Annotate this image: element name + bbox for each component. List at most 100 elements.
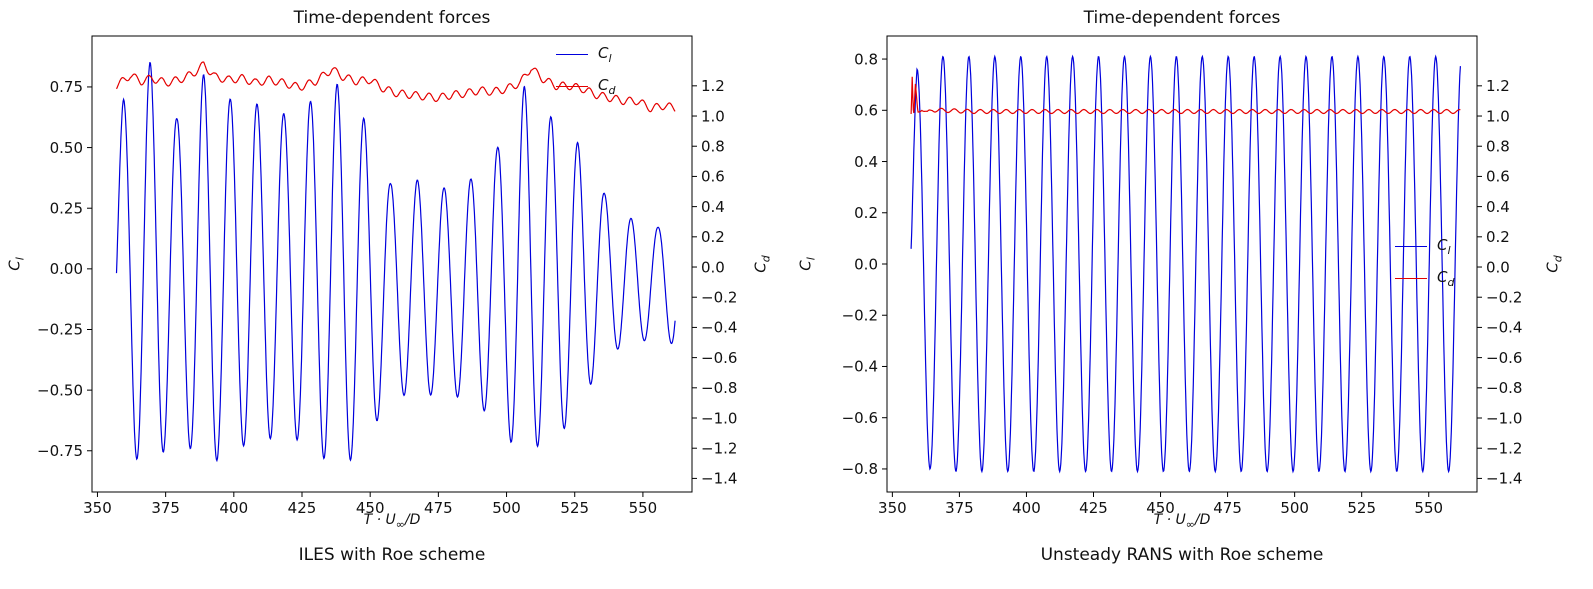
y-tick-label-right: −1.4 (701, 470, 737, 488)
series-cd (115, 61, 676, 113)
y-tick-label-right: 0.4 (701, 198, 725, 216)
y-tick-label-right: −0.2 (701, 288, 737, 306)
plot-area-rans: 350 375 400 425 450 475 500 525 550 −0.8 −0.6 −0.4 −… (842, 35, 1522, 517)
y-axis-label-left: Cl (797, 257, 818, 271)
y-tick-label-right: −1.2 (701, 439, 737, 457)
xlabel-pre: T · U (363, 512, 396, 528)
x-tick-label: 550 (629, 499, 658, 517)
axes-box (886, 35, 1478, 493)
y-tick-label-left: −0.6 (842, 409, 878, 427)
y-tick-label-left: 0.8 (854, 50, 878, 68)
y-tick-label-right: 0.8 (701, 137, 725, 155)
y-tick-label-right: −0.6 (701, 349, 737, 367)
x-tick-label: 475 (424, 499, 453, 517)
xlabel-sub: ∞ (1185, 517, 1195, 531)
x-tick-label: 350 (878, 499, 907, 517)
ylabel-sub: d (759, 255, 773, 263)
y-tick-label-right: −0.2 (1486, 288, 1522, 306)
y-tick-label-right: 0.0 (1486, 258, 1510, 276)
panel-caption: ILES with Roe scheme (298, 545, 486, 565)
xlabel-pre: T · U (1153, 512, 1186, 528)
y-tick-label-right: 0.6 (1486, 168, 1510, 186)
x-tick-label: 475 (1213, 499, 1242, 517)
y-tick-label-left: −0.8 (842, 460, 878, 478)
series-cd (910, 76, 1461, 115)
y-tick-label-left: −0.25 (37, 321, 83, 339)
legend: Cl Cd (1395, 236, 1454, 289)
x-tick-label: 375 (945, 499, 974, 517)
legend-entry-cl: Cl (1395, 236, 1454, 257)
y-tick-label-right: −0.8 (1486, 379, 1522, 397)
x-tick-label: 525 (1347, 499, 1376, 517)
ylabel-sub: l (804, 257, 818, 261)
xlabel-sub: ∞ (395, 517, 405, 531)
y-tick-label-right: 0.6 (701, 168, 725, 186)
y-tick-label-left: 0.00 (50, 260, 83, 278)
legend: Cl Cd (556, 44, 615, 97)
y-tick-label-left: −0.2 (842, 306, 878, 324)
x-tick-label: 450 (1146, 499, 1175, 517)
x-tick-label: 350 (83, 499, 112, 517)
y-tick-label-right: −1.0 (1486, 409, 1522, 427)
y-tick-label-right: 0.2 (1486, 228, 1510, 246)
y-tick-label-right: −1.2 (1486, 439, 1522, 457)
x-axis-label: T · U∞/D (92, 512, 692, 531)
y-tick-label-right: 0.8 (1486, 137, 1510, 155)
y-tick-label-right: −0.4 (701, 319, 737, 337)
legend-line-cl (556, 54, 588, 55)
y-tick-label-right: 1.0 (701, 107, 725, 125)
axes-box (91, 35, 693, 493)
plot-area-iles: 350 375 400 425 450 475 500 525 550 −0.75 −0.50 −0.… (37, 35, 737, 517)
y-tick-label-left: −0.50 (37, 381, 83, 399)
x-tick-label: 375 (151, 499, 180, 517)
series-cl (910, 54, 1461, 474)
ylabel-base: C (1543, 262, 1562, 273)
ylabel-base: C (5, 260, 24, 271)
plot-title: Time-dependent forces (293, 8, 491, 28)
legend-line-cl (1395, 246, 1427, 247)
y-tick-label-left: −0.4 (842, 358, 878, 376)
y-tick-label-right: −0.6 (1486, 349, 1522, 367)
xlabel-post: /D (404, 512, 421, 528)
legend-label-cd: Cd (598, 76, 616, 97)
x-tick-label: 450 (356, 499, 385, 517)
x-tick-label: 500 (492, 499, 521, 517)
legend-entry-cl: Cl (556, 44, 615, 65)
panel-iles: 350 375 400 425 450 475 500 525 550 −0.75 −0.50 −0.… (0, 0, 796, 589)
y-tick-label-left: 0.6 (854, 102, 878, 120)
y-tick-label-left: 0.75 (50, 78, 83, 96)
legend-line-cd (1395, 278, 1427, 279)
x-tick-label: 550 (1414, 499, 1443, 517)
y-tick-label-left: 0.50 (50, 139, 83, 157)
legend-label-cl: Cl (1437, 236, 1451, 257)
panel-caption: Unsteady RANS with Roe scheme (1040, 545, 1324, 565)
y-tick-label-left: −0.75 (37, 442, 83, 460)
series-cl (115, 61, 676, 463)
ylabel-sub: l (13, 257, 27, 261)
legend-entry-cd: Cd (556, 76, 615, 97)
xlabel-post: /D (1194, 512, 1211, 528)
ylabel-sub: d (1551, 255, 1565, 263)
x-tick-label: 500 (1280, 499, 1309, 517)
x-axis-label: T · U∞/D (887, 512, 1477, 531)
y-tick-label-right: −0.8 (701, 379, 737, 397)
legend-label-cl: Cl (598, 44, 612, 65)
y-tick-label-right: 1.0 (1486, 107, 1510, 125)
y-tick-label-left: 0.0 (854, 255, 878, 273)
x-tick-label: 400 (219, 499, 248, 517)
y-tick-label-left: 0.4 (854, 153, 878, 171)
y-tick-label-right: 0.4 (1486, 198, 1510, 216)
panel-rans: 350 375 400 425 450 475 500 525 550 −0.8 −0.6 −0.4 −… (797, 0, 1593, 589)
plot-title: Time-dependent forces (1083, 8, 1281, 28)
legend-line-cd (556, 86, 588, 87)
y-axis-label-right: Cd (752, 255, 773, 272)
legend-label-cd: Cd (1437, 268, 1455, 289)
y-axis-label-left: Cl (6, 257, 27, 271)
y-tick-label-left: 0.2 (854, 204, 878, 222)
ylabel-base: C (751, 262, 770, 273)
y-tick-label-right: 1.2 (701, 77, 725, 95)
y-tick-label-right: −1.0 (701, 409, 737, 427)
y-axis-label-right: Cd (1544, 255, 1565, 272)
ylabel-base: C (796, 260, 815, 271)
